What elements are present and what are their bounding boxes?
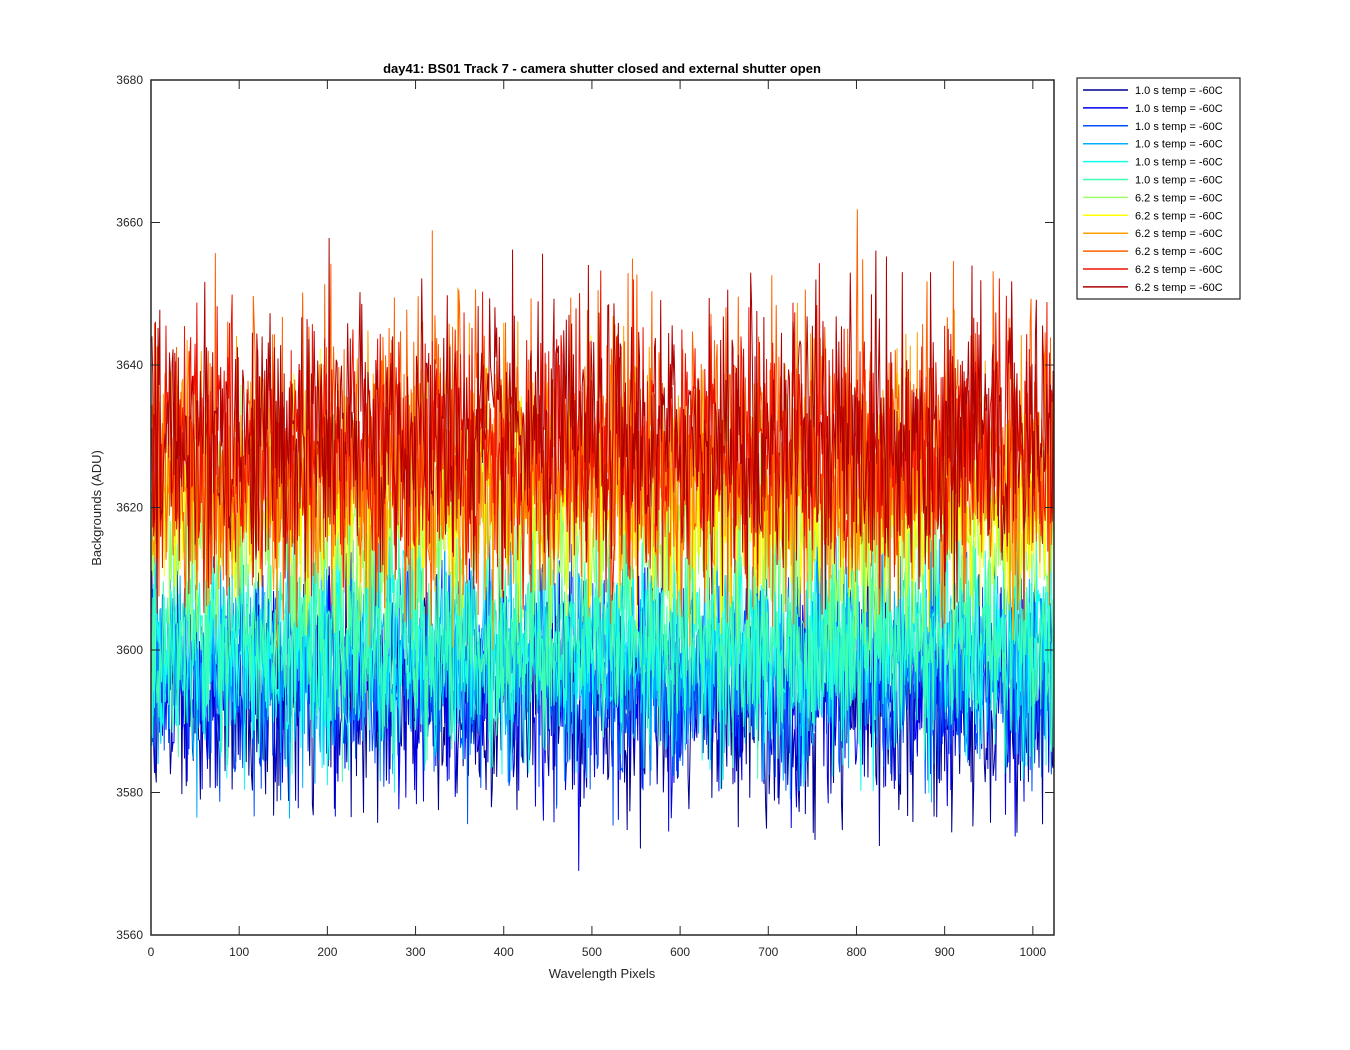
x-tick-label: 0 bbox=[148, 945, 155, 959]
legend-entry: 1.0 s temp = -60C bbox=[1083, 85, 1223, 97]
legend-label: 6.2 s temp = -60C bbox=[1135, 264, 1223, 276]
legend-label: 6.2 s temp = -60C bbox=[1135, 246, 1223, 258]
legend-entry: 6.2 s temp = -60C bbox=[1083, 246, 1223, 258]
y-tick-label: 3660 bbox=[116, 216, 143, 230]
x-tick-label: 500 bbox=[582, 945, 602, 959]
legend-entry: 6.2 s temp = -60C bbox=[1083, 192, 1223, 204]
x-tick-label: 600 bbox=[670, 945, 690, 959]
x-tick-label: 300 bbox=[406, 945, 426, 959]
y-tick-label: 3600 bbox=[116, 643, 143, 657]
x-axis-label: Wavelength Pixels bbox=[549, 966, 656, 981]
legend-label: 1.0 s temp = -60C bbox=[1135, 85, 1223, 97]
plot-area bbox=[150, 79, 1055, 936]
legend-label: 1.0 s temp = -60C bbox=[1135, 139, 1223, 151]
legend-entry: 1.0 s temp = -60C bbox=[1083, 103, 1223, 115]
x-tick-label: 900 bbox=[935, 945, 955, 959]
legend-entry: 1.0 s temp = -60C bbox=[1083, 121, 1223, 133]
x-tick-label: 100 bbox=[229, 945, 249, 959]
axis-ticks bbox=[150, 79, 1054, 936]
x-tick-label: 400 bbox=[494, 945, 514, 959]
x-tick-labels: 0 100 200 300 400 500 600 700 800 900 1000 bbox=[148, 945, 1047, 959]
series-lines bbox=[151, 209, 1055, 871]
x-tick-label: 1000 bbox=[1019, 945, 1046, 959]
legend-entry: 6.2 s temp = -60C bbox=[1083, 264, 1223, 276]
legend-entry: 1.0 s temp = -60C bbox=[1083, 157, 1223, 169]
y-tick-label: 3640 bbox=[116, 358, 143, 372]
legend-label: 6.2 s temp = -60C bbox=[1135, 210, 1223, 222]
x-tick-label: 200 bbox=[317, 945, 337, 959]
legend-label: 1.0 s temp = -60C bbox=[1135, 121, 1223, 133]
legend-entry: 6.2 s temp = -60C bbox=[1083, 282, 1223, 294]
legend-label: 1.0 s temp = -60C bbox=[1135, 175, 1223, 187]
y-tick-label: 3580 bbox=[116, 786, 143, 800]
legend-box bbox=[1076, 77, 1241, 300]
y-tick-label: 3620 bbox=[116, 501, 143, 515]
legend-label: 1.0 s temp = -60C bbox=[1135, 157, 1223, 169]
legend-entry: 1.0 s temp = -60C bbox=[1083, 175, 1223, 187]
series-line-5 bbox=[151, 521, 1055, 794]
y-tick-labels: 3560 3580 3600 3620 3640 3660 3680 bbox=[116, 73, 143, 942]
chart-title: day41: BS01 Track 7 - camera shutter clo… bbox=[383, 61, 821, 76]
legend-label: 1.0 s temp = -60C bbox=[1135, 103, 1223, 115]
legend-entry: 6.2 s temp = -60C bbox=[1083, 228, 1223, 240]
y-axis-label: Backgrounds (ADU) bbox=[89, 450, 104, 566]
legend-label: 6.2 s temp = -60C bbox=[1135, 282, 1223, 294]
legend-label: 6.2 s temp = -60C bbox=[1135, 192, 1223, 204]
legend-entry: 1.0 s temp = -60C bbox=[1083, 139, 1223, 151]
legend: 1.0 s temp = -60C 1.0 s temp = -60C 1.0 s … bbox=[1076, 77, 1241, 300]
y-tick-label: 3560 bbox=[116, 928, 143, 942]
legend-entries: 1.0 s temp = -60C 1.0 s temp = -60C 1.0 s … bbox=[1083, 85, 1223, 294]
legend-entry: 6.2 s temp = -60C bbox=[1083, 210, 1223, 222]
x-tick-label: 700 bbox=[758, 945, 778, 959]
legend-label: 6.2 s temp = -60C bbox=[1135, 228, 1223, 240]
series-line-12 bbox=[151, 238, 1055, 620]
y-tick-label: 3680 bbox=[116, 73, 143, 87]
x-tick-label: 800 bbox=[846, 945, 866, 959]
series-line-6 bbox=[151, 508, 1055, 782]
